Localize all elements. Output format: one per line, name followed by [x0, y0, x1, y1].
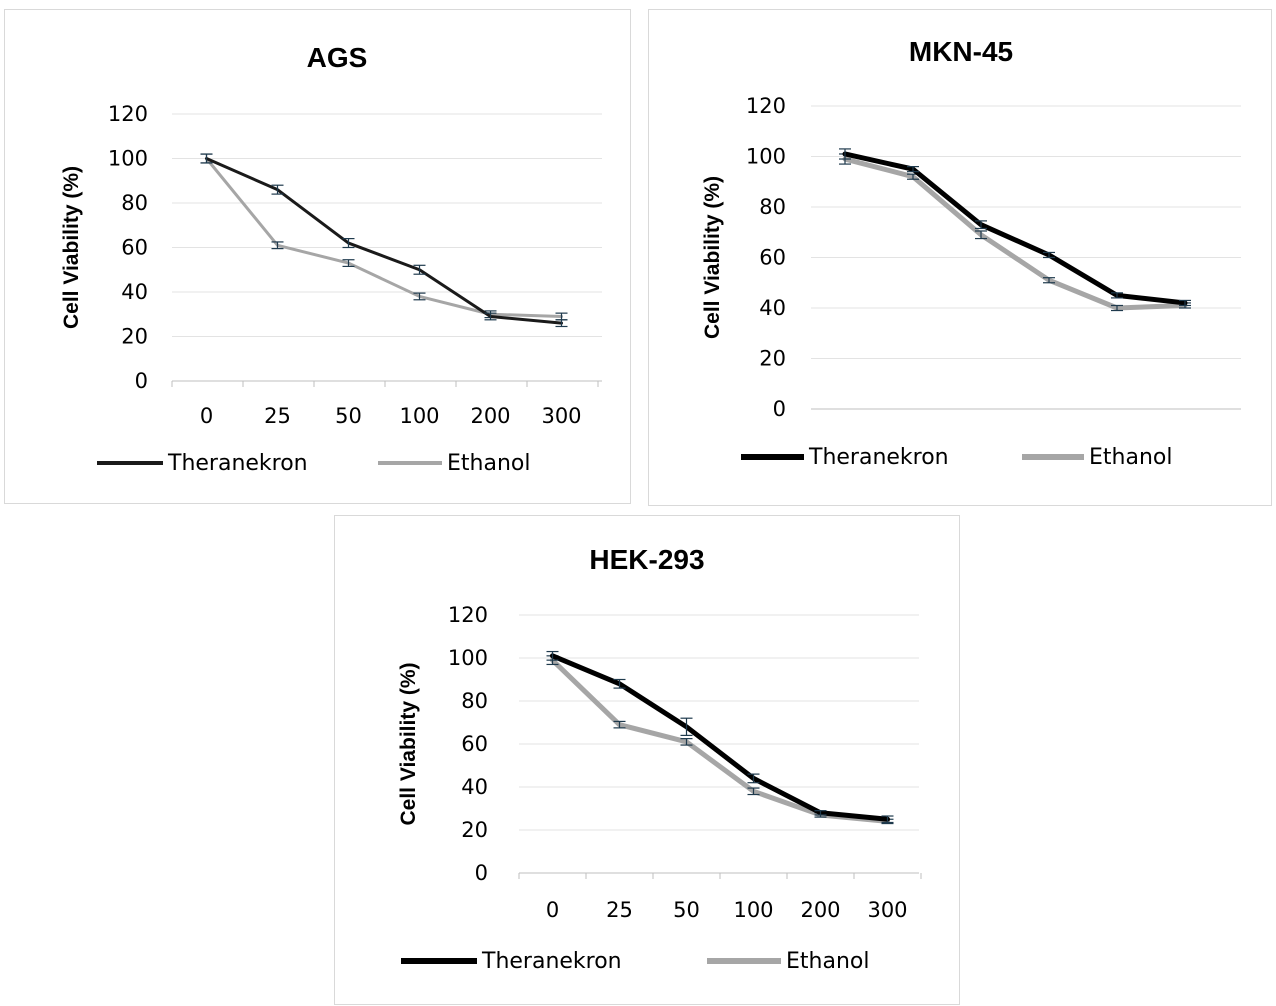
chart-title: AGS: [307, 42, 368, 73]
series-line-theranekron: [553, 656, 888, 819]
legend-label: Ethanol: [447, 451, 530, 476]
x-tick-label: 25: [606, 898, 633, 922]
y-tick-label: 80: [759, 195, 786, 219]
x-tick-label: 300: [867, 898, 907, 922]
chart-ags: AGS 0 20 40 60 80 100 120 0 25 50 100 200 300 Cell Via…: [5, 10, 632, 505]
x-tick-label: 200: [470, 404, 510, 428]
legend-label: Theranekron: [167, 451, 308, 476]
series-line-theranekron: [845, 154, 1185, 303]
legend-label: Theranekron: [481, 949, 622, 974]
legend-label: Theranekron: [808, 445, 949, 470]
y-tick-label: 100: [108, 147, 148, 171]
y-axis-label: Cell Viability (%): [701, 176, 724, 339]
y-tick-label: 60: [121, 236, 148, 260]
legend-label: Ethanol: [1089, 445, 1172, 470]
x-tick-label: 50: [673, 898, 700, 922]
y-tick-label: 100: [448, 646, 488, 670]
y-tick-label: 80: [461, 689, 488, 713]
y-tick-label: 0: [475, 861, 488, 885]
y-tick-label: 80: [121, 191, 148, 215]
y-tick-label: 0: [135, 369, 148, 393]
legend-label: Ethanol: [786, 949, 869, 974]
chart-mkn45: MKN-45 0 20 40 60 80 100 120 Cell Viability (%) T…: [649, 10, 1273, 507]
chart-panel-hek293: HEK-293 0 20 40 60 80 100 120 0 25 50 100 200 300 Cell…: [334, 515, 960, 1005]
y-tick-label: 40: [461, 775, 488, 799]
y-tick-label: 60: [759, 246, 786, 270]
chart-panel-mkn45: MKN-45 0 20 40 60 80 100 120 Cell Viability (%) T…: [648, 9, 1272, 506]
y-tick-label: 60: [461, 732, 488, 756]
x-tick-label: 300: [541, 404, 581, 428]
x-tick-label: 50: [335, 404, 362, 428]
y-tick-label: 0: [773, 397, 786, 421]
y-tick-label: 100: [746, 145, 786, 169]
y-tick-label: 20: [461, 818, 488, 842]
y-tick-label: 20: [121, 325, 148, 349]
x-tick-label: 200: [800, 898, 840, 922]
y-tick-label: 40: [759, 296, 786, 320]
series-line-theranekron: [207, 159, 562, 324]
y-tick-label: 40: [121, 280, 148, 304]
x-tick-label: 100: [733, 898, 773, 922]
series-line-ethanol: [845, 159, 1185, 308]
x-tick-label: 0: [200, 404, 213, 428]
y-tick-label: 20: [759, 347, 786, 371]
chart-panel-ags: AGS 0 20 40 60 80 100 120 0 25 50 100 200 300 Cell Via…: [4, 9, 631, 504]
chart-title: MKN-45: [909, 36, 1013, 67]
y-axis-label: Cell Viability (%): [397, 663, 420, 826]
chart-title: HEK-293: [589, 544, 704, 575]
x-tick-label: 100: [399, 404, 439, 428]
y-tick-label: 120: [448, 603, 488, 627]
series-line-ethanol: [553, 660, 888, 821]
x-tick-label: 25: [264, 404, 291, 428]
y-tick-label: 120: [108, 102, 148, 126]
x-tick-label: 0: [546, 898, 559, 922]
chart-hek293: HEK-293 0 20 40 60 80 100 120 0 25 50 100 200 300 Cell…: [335, 516, 961, 1006]
y-tick-label: 120: [746, 94, 786, 118]
y-axis-label: Cell Viability (%): [60, 166, 83, 329]
